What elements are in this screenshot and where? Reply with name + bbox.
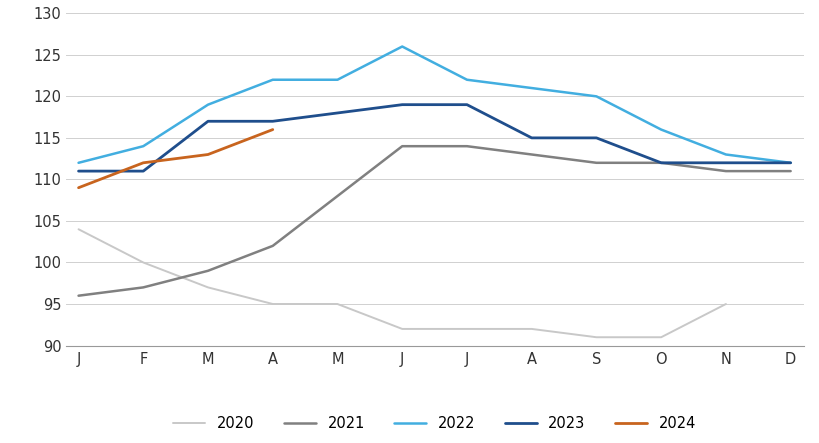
2023 xyxy=(397,102,407,107)
2023 xyxy=(461,102,471,107)
2022 xyxy=(203,102,213,107)
2023 xyxy=(268,119,278,124)
2020 xyxy=(268,301,278,307)
2023 xyxy=(138,168,148,174)
2021 xyxy=(785,168,794,174)
2022 xyxy=(138,144,148,149)
2021 xyxy=(720,168,730,174)
Line: 2022: 2022 xyxy=(79,47,790,163)
2023 xyxy=(74,168,84,174)
2022 xyxy=(655,127,665,132)
2021 xyxy=(590,160,600,165)
2021 xyxy=(461,144,471,149)
2021 xyxy=(74,293,84,298)
2020 xyxy=(333,301,342,307)
2021 xyxy=(397,144,407,149)
2022 xyxy=(397,44,407,49)
2020 xyxy=(203,285,213,290)
2022 xyxy=(268,77,278,82)
2023 xyxy=(526,135,536,140)
Line: 2021: 2021 xyxy=(79,146,790,295)
2023 xyxy=(785,160,794,165)
2020 xyxy=(461,326,471,331)
2021 xyxy=(655,160,665,165)
2020 xyxy=(526,326,536,331)
2022 xyxy=(785,160,794,165)
Line: 2020: 2020 xyxy=(79,229,725,337)
2021 xyxy=(138,285,148,290)
Line: 2023: 2023 xyxy=(79,105,790,171)
2024 xyxy=(74,185,84,190)
2021 xyxy=(333,193,342,198)
2023 xyxy=(333,110,342,116)
2022 xyxy=(720,152,730,157)
2021 xyxy=(526,152,536,157)
2022 xyxy=(74,160,84,165)
2021 xyxy=(203,268,213,273)
2020 xyxy=(655,334,665,340)
2020 xyxy=(397,326,407,331)
2023 xyxy=(590,135,600,140)
2022 xyxy=(590,94,600,99)
2023 xyxy=(720,160,730,165)
2023 xyxy=(203,119,213,124)
2022 xyxy=(461,77,471,82)
Legend: 2020, 2021, 2022, 2023, 2024: 2020, 2021, 2022, 2023, 2024 xyxy=(173,416,695,431)
2022 xyxy=(526,85,536,91)
2020 xyxy=(74,226,84,232)
2020 xyxy=(590,334,600,340)
Line: 2024: 2024 xyxy=(79,129,273,188)
2022 xyxy=(333,77,342,82)
2024 xyxy=(268,127,278,132)
2020 xyxy=(138,260,148,265)
2024 xyxy=(203,152,213,157)
2021 xyxy=(268,243,278,249)
2024 xyxy=(138,160,148,165)
2020 xyxy=(720,301,730,307)
2023 xyxy=(655,160,665,165)
